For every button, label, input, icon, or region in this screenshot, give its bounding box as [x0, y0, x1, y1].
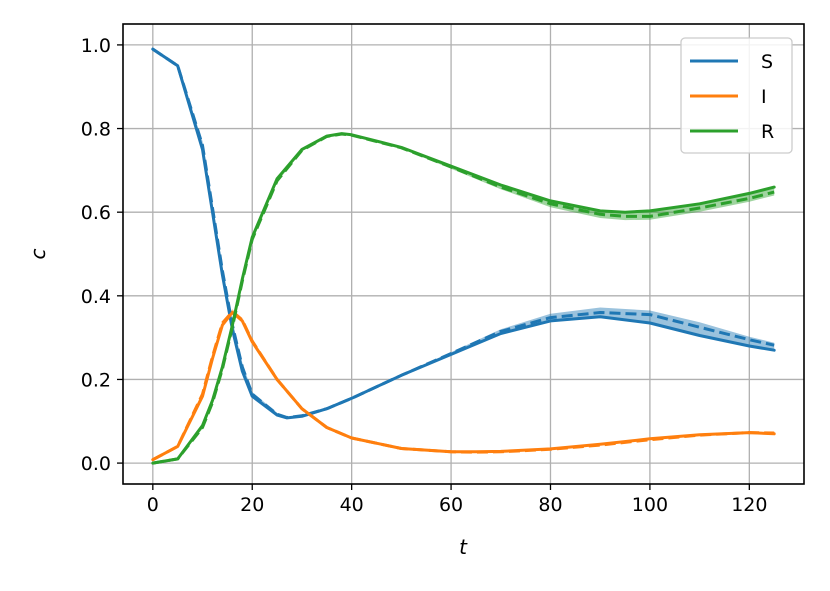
series-r-line [151, 132, 776, 465]
legend: SIR [680, 37, 793, 154]
y-axis-ticks: 0.0 0.2 0.4 0.6 0.8 1.0 [81, 35, 123, 475]
y-tick-label: 0.0 [81, 453, 111, 475]
y-axis-label: c [26, 249, 50, 260]
series-lines [151, 47, 776, 465]
x-tick-label: 100 [632, 494, 668, 516]
series-i-line [151, 311, 776, 462]
y-tick-label: 0.2 [81, 369, 111, 391]
y-tick-label: 0.4 [81, 286, 111, 308]
y-tick-label: 0.6 [81, 202, 111, 224]
x-axis-label: t [459, 535, 468, 559]
x-tick-label: 20 [240, 494, 264, 516]
x-tick-label: 80 [538, 494, 562, 516]
legend-label-i: I [761, 86, 767, 108]
series-r-band [152, 133, 775, 464]
y-tick-label: 0.8 [81, 119, 111, 141]
series-r-dashed-line [152, 132, 775, 465]
x-tick-label: 60 [439, 494, 463, 516]
x-axis-ticks: 0 20 40 60 80 100 120 [147, 484, 767, 516]
legend-label-r: R [761, 121, 774, 143]
series-s-dashed-line [151, 47, 775, 419]
x-tick-label: 120 [731, 494, 767, 516]
legend-label-s: S [761, 51, 773, 73]
x-tick-label: 0 [147, 494, 159, 516]
x-tick-label: 40 [340, 494, 364, 516]
series-i-dashed-line [152, 310, 775, 462]
y-tick-label: 1.0 [81, 35, 111, 57]
plot-frame [122, 23, 805, 485]
